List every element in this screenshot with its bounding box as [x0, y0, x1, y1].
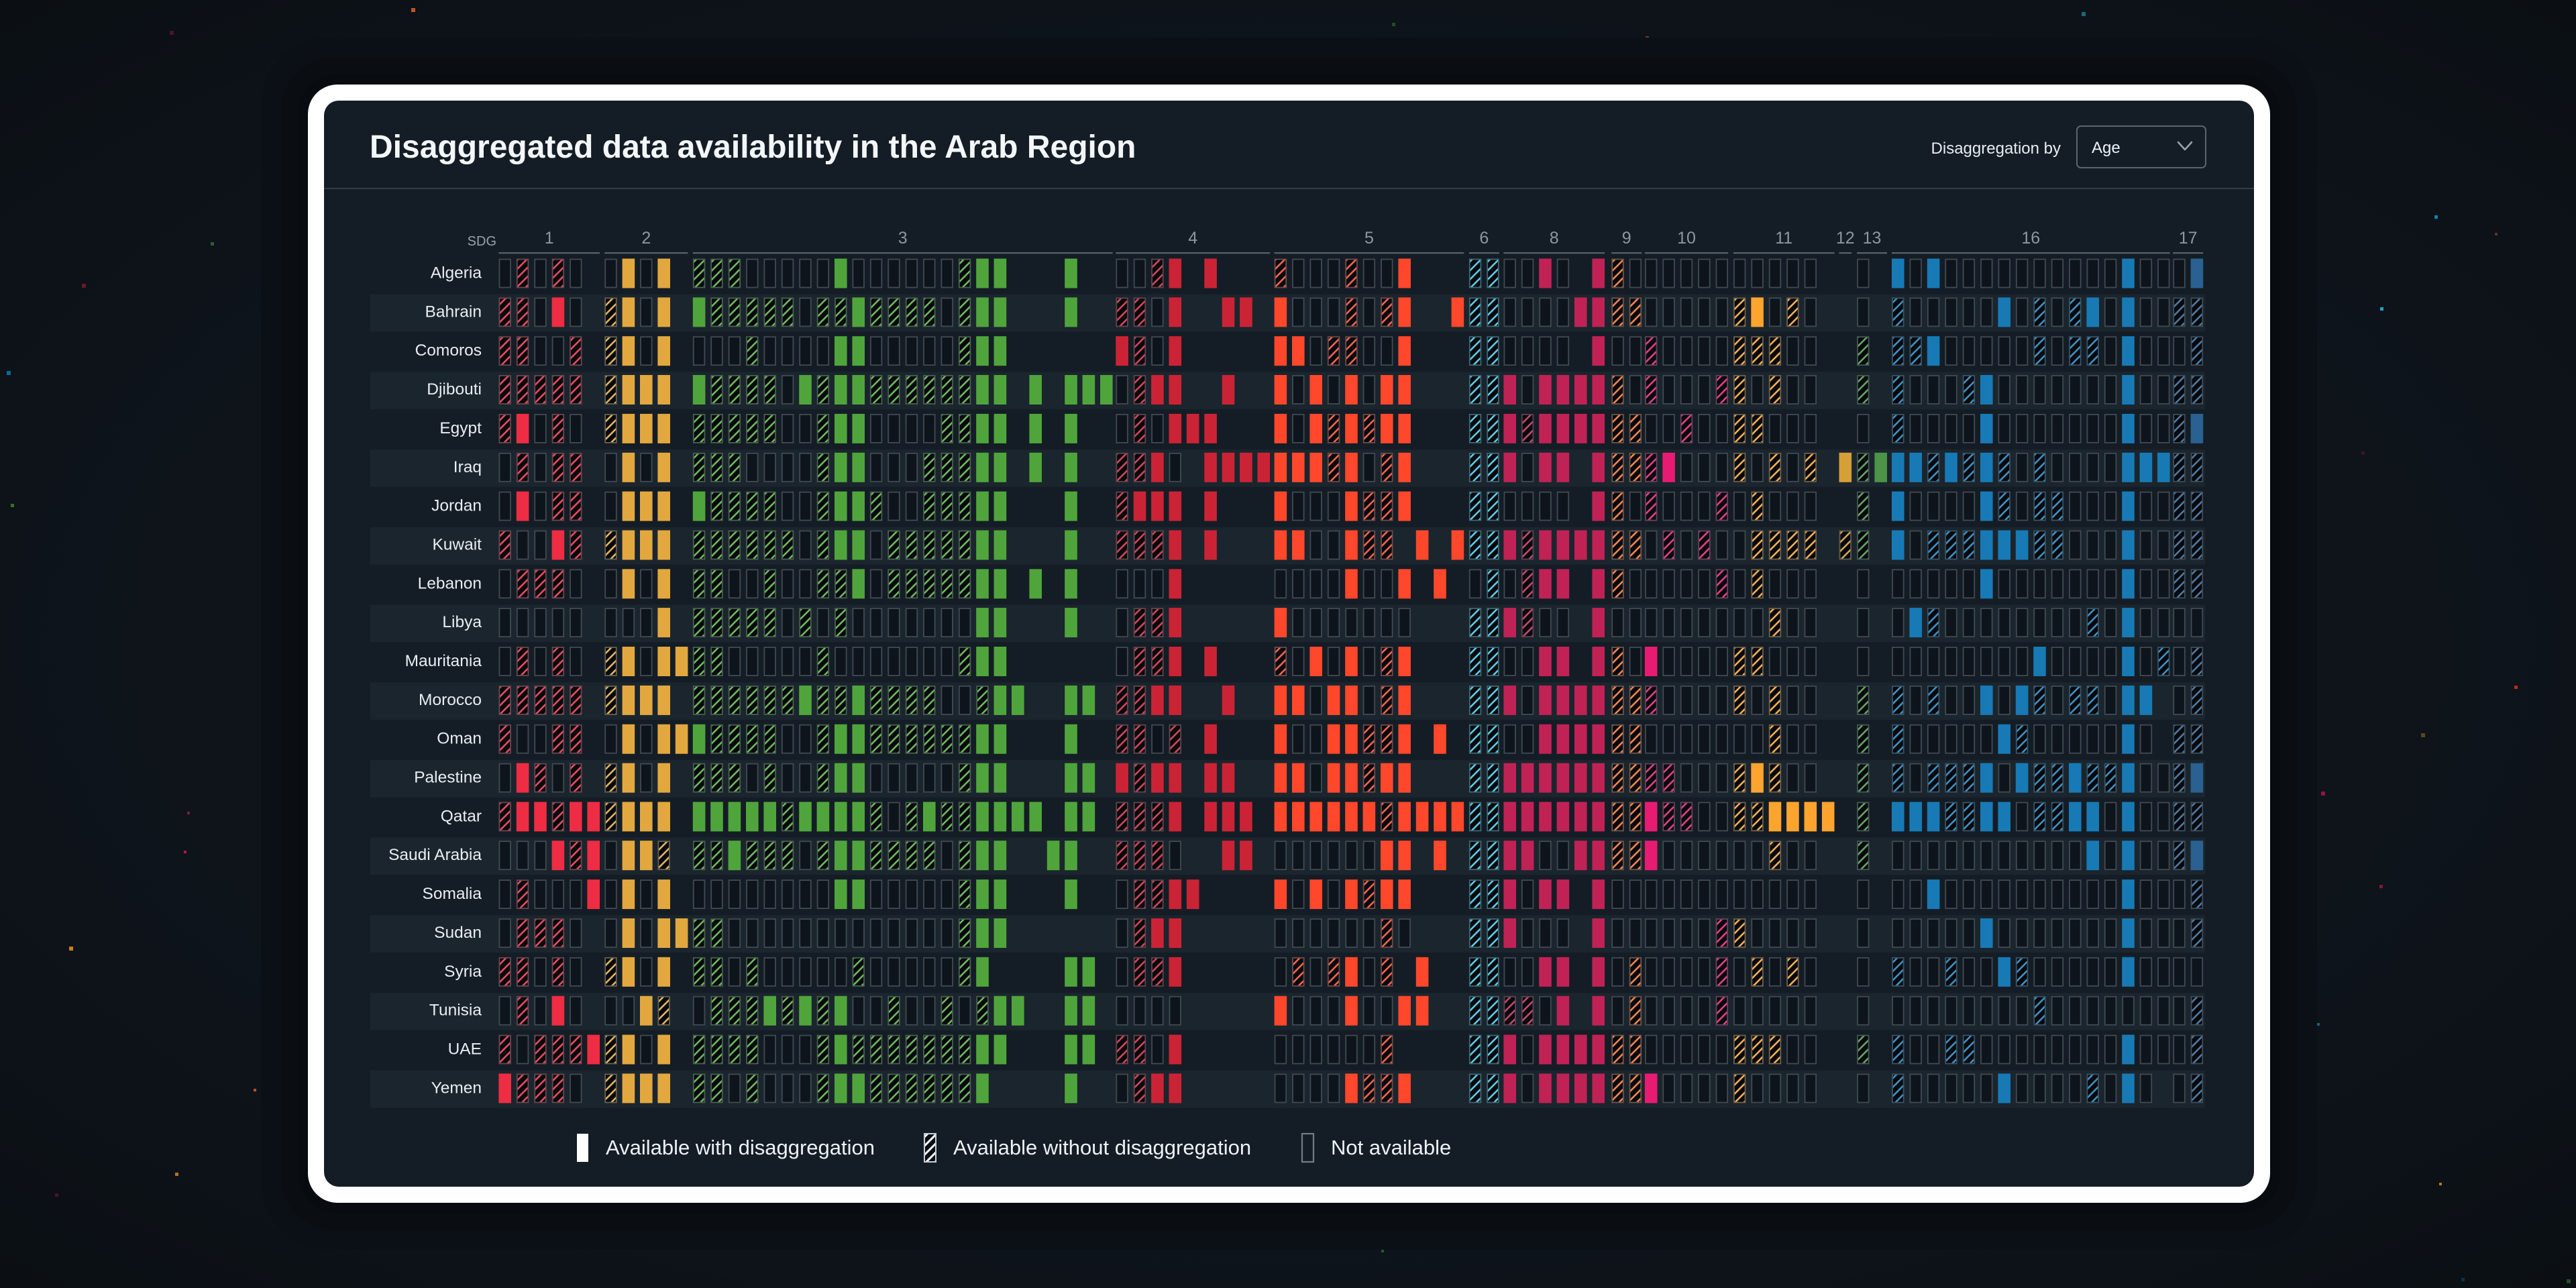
svg-text:Morocco: Morocco: [419, 691, 482, 709]
svg-text:Not available: Not available: [1331, 1136, 1451, 1159]
svg-text:17: 17: [2179, 229, 2198, 248]
svg-text:8: 8: [1550, 229, 1559, 248]
svg-text:Available without disaggregati: Available without disaggregation: [953, 1136, 1251, 1159]
svg-text:Kuwait: Kuwait: [432, 536, 482, 554]
svg-text:Age: Age: [2092, 139, 2121, 157]
svg-text:Egypt: Egypt: [439, 419, 482, 437]
svg-text:Available with disaggregation: Available with disaggregation: [606, 1136, 875, 1159]
svg-text:Qatar: Qatar: [441, 807, 482, 825]
svg-text:2: 2: [641, 229, 651, 248]
svg-text:UAE: UAE: [448, 1040, 482, 1059]
svg-text:Yemen: Yemen: [431, 1079, 482, 1097]
svg-text:Algeria: Algeria: [431, 264, 482, 282]
svg-text:Iraq: Iraq: [453, 458, 482, 476]
svg-text:Oman: Oman: [437, 730, 482, 748]
svg-text:11: 11: [1775, 229, 1792, 248]
svg-text:Comoros: Comoros: [415, 341, 482, 360]
svg-text:Bahrain: Bahrain: [425, 303, 482, 321]
svg-text:10: 10: [1677, 229, 1696, 248]
svg-text:4: 4: [1188, 229, 1197, 248]
svg-text:SDG: SDG: [468, 234, 496, 249]
svg-text:6: 6: [1479, 229, 1489, 248]
svg-text:Saudi Arabia: Saudi Arabia: [388, 846, 482, 864]
svg-text:Djibouti: Djibouti: [427, 380, 482, 398]
svg-text:Tunisia: Tunisia: [429, 1002, 482, 1020]
svg-text:Mauritania: Mauritania: [405, 652, 482, 670]
svg-text:16: 16: [2021, 229, 2040, 248]
svg-text:Disaggregated data availabilit: Disaggregated data availability in the A…: [370, 129, 1136, 165]
svg-text:Lebanon: Lebanon: [418, 574, 482, 592]
svg-text:9: 9: [1622, 229, 1631, 248]
svg-text:Sudan: Sudan: [434, 924, 482, 942]
svg-text:Syria: Syria: [444, 963, 482, 981]
svg-text:12: 12: [1836, 229, 1855, 248]
svg-text:Disaggregation by: Disaggregation by: [1931, 140, 2061, 158]
svg-text:Libya: Libya: [442, 613, 482, 631]
svg-text:Jordan: Jordan: [431, 497, 482, 515]
svg-text:5: 5: [1364, 229, 1374, 248]
svg-text:3: 3: [898, 229, 908, 248]
svg-text:1: 1: [545, 229, 554, 248]
svg-text:Somalia: Somalia: [422, 885, 482, 903]
svg-text:Palestine: Palestine: [414, 769, 482, 787]
svg-text:13: 13: [1863, 229, 1882, 248]
